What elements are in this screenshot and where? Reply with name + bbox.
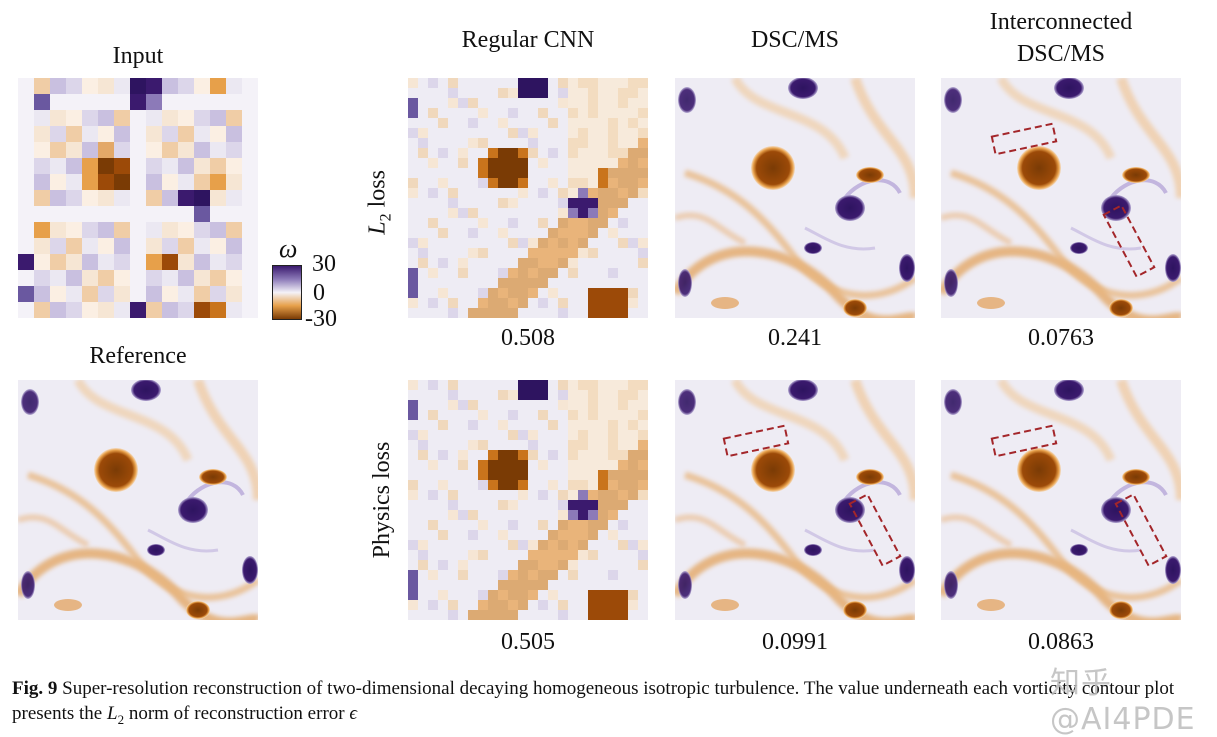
l2-dsc-ms-field — [675, 78, 915, 318]
highlight-box — [722, 424, 790, 458]
dsc-ms-title: DSC/MS — [750, 27, 840, 53]
l2-regular-cnn-panel — [408, 78, 648, 318]
error-l2-regular-cnn: 0.508 — [501, 325, 555, 351]
physics-interconnected-field — [941, 380, 1181, 620]
interconnected-title-line2: DSC/MS — [1016, 41, 1106, 67]
input-title: Input — [112, 43, 164, 69]
figure-number: Fig. 9 — [12, 678, 58, 699]
error-physics-interconnected: 0.0863 — [1028, 629, 1094, 655]
physics-loss-row-label: Physics loss — [369, 441, 395, 559]
physics-regular-cnn-panel — [408, 380, 648, 620]
watermark: 知乎 @AI4PDE — [1050, 666, 1196, 737]
error-physics-regular-cnn: 0.505 — [501, 629, 555, 655]
colorbar-mid-label: 0 — [313, 280, 325, 306]
highlight-box — [1114, 493, 1168, 567]
input-panel — [18, 78, 258, 318]
highlight-box — [990, 424, 1058, 458]
physics-dsc-ms-panel — [675, 380, 915, 620]
l2-loss-row-label: L2 loss — [364, 170, 395, 235]
highlight-box — [1102, 204, 1156, 278]
colorbar-min-label: -30 — [305, 306, 337, 332]
colorbar-symbol: ω — [279, 234, 298, 263]
figure-caption: Fig. 9 Super-resolution reconstruction o… — [12, 678, 1175, 727]
reference-field — [18, 380, 258, 620]
physics-interconnected-panel — [941, 380, 1181, 620]
interconnected-title-line1: Interconnected — [989, 9, 1133, 35]
reference-panel — [18, 380, 258, 620]
error-l2-interconnected: 0.0763 — [1028, 325, 1094, 351]
regular-cnn-title: Regular CNN — [461, 27, 595, 53]
colorbar-max-label: 30 — [312, 251, 336, 277]
error-physics-dsc-ms: 0.0991 — [762, 629, 828, 655]
error-l2-dsc-ms: 0.241 — [768, 325, 822, 351]
l2-interconnected-field — [941, 78, 1181, 318]
reference-title: Reference — [89, 343, 187, 369]
highlight-box — [990, 122, 1058, 156]
highlight-box — [848, 493, 902, 567]
l2-interconnected-panel — [941, 78, 1181, 318]
colorbar — [272, 265, 302, 320]
physics-dsc-ms-field — [675, 380, 915, 620]
l2-dsc-ms-panel — [675, 78, 915, 318]
